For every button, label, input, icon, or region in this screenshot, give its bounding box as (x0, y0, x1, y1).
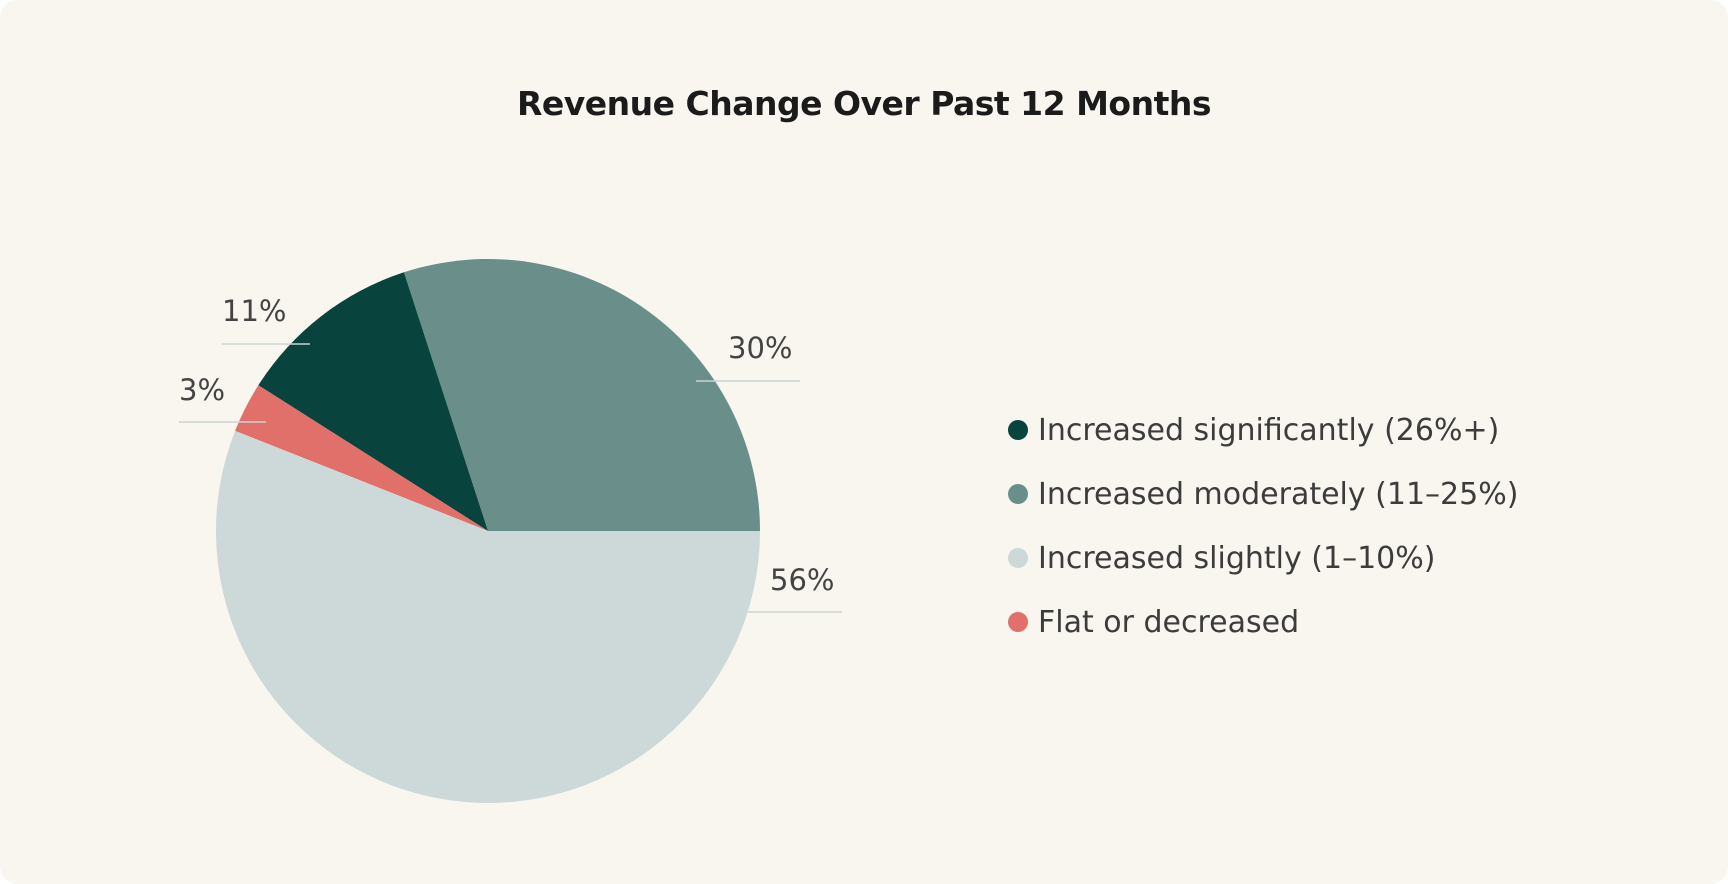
chart-title: Revenue Change Over Past 12 Months (516, 84, 1212, 123)
legend-swatch-icon (1008, 484, 1028, 504)
legend-item-increased-slightly: Increased slightly (1–10%) (1008, 526, 1518, 590)
legend-label: Flat or decreased (1038, 604, 1300, 640)
slice-value-label: 11% (222, 294, 286, 328)
legend-label: Increased moderately (11–25%) (1038, 476, 1519, 512)
pie-slice-30pct (403, 258, 761, 531)
legend-label: Increased slightly (1–10%) (1038, 540, 1436, 576)
legend-swatch-icon (1008, 420, 1028, 440)
legend-label: Increased significantly (26%+) (1038, 412, 1500, 448)
slice-value-label: 56% (770, 563, 834, 597)
chart-legend: Increased significantly (26%+) Increased… (1008, 398, 1518, 654)
legend-item-increased-moderately: Increased moderately (11–25%) (1008, 462, 1518, 526)
legend-item-increased-significantly: Increased significantly (26%+) (1008, 398, 1518, 462)
pie-slice-3pct (235, 385, 488, 531)
pie-slices (216, 258, 761, 803)
pie-slice-11pct (258, 272, 488, 531)
legend-swatch-icon (1008, 612, 1028, 632)
legend-item-flat-or-decreased: Flat or decreased (1008, 590, 1518, 654)
pie-slice-56pct (216, 430, 760, 803)
legend-swatch-icon (1008, 548, 1028, 568)
slice-value-label: 3% (179, 373, 225, 407)
slice-value-label: 30% (728, 331, 792, 365)
pie-labels: 11% 30% 56% 3% (179, 294, 842, 613)
